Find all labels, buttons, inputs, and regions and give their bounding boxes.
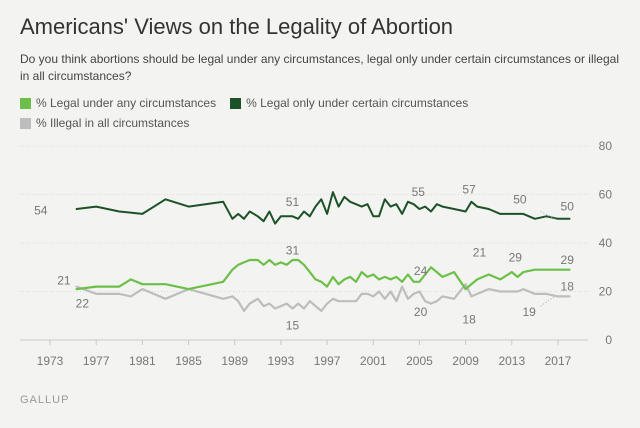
y-tick-label: 0	[605, 333, 612, 347]
legend-swatch-illegal-all	[20, 117, 31, 129]
y-tick-label: 40	[599, 236, 613, 250]
data-label: 31	[286, 243, 300, 257]
x-tick-label: 1993	[268, 354, 295, 368]
data-label: 54	[34, 203, 48, 217]
x-tick-label: 1981	[129, 354, 156, 368]
series-line-legal-certain	[75, 191, 571, 225]
x-tick-label: 1973	[37, 354, 64, 368]
x-tick-label: 1985	[175, 354, 202, 368]
data-label: 55	[412, 185, 426, 199]
x-tick-label: 2005	[406, 354, 433, 368]
data-label: 29	[561, 253, 575, 267]
chart-subtitle: Do you think abortions should be legal u…	[20, 52, 619, 83]
chart-legend: % Legal under any circumstances % Legal …	[20, 93, 620, 133]
x-tick-label: 2017	[545, 354, 572, 368]
x-tick-label: 2001	[360, 354, 387, 368]
legend-label-legal-any: % Legal under any circumstances	[36, 96, 217, 110]
data-label: 22	[76, 297, 90, 311]
series-line-illegal-all	[75, 283, 571, 312]
y-tick-label: 80	[599, 139, 613, 153]
legend-label-illegal-all: % Illegal in all circumstances	[36, 116, 190, 130]
data-label: 20	[414, 305, 428, 319]
data-label: 21	[57, 274, 71, 288]
source-label: GALLUP	[20, 394, 70, 406]
series-line-legal-any	[75, 258, 571, 291]
data-label: 51	[286, 195, 300, 209]
legend-label-legal-certain: % Legal only under certain circumstances	[246, 96, 469, 110]
data-label: 19	[522, 305, 536, 319]
legend-item-legal-any: % Legal under any circumstances	[20, 96, 216, 110]
data-label: 50	[561, 200, 575, 214]
data-label: 24	[414, 264, 428, 278]
data-label: 15	[286, 318, 300, 332]
x-tick-label: 2009	[452, 354, 479, 368]
x-tick-label: 1989	[221, 354, 248, 368]
legend-item-illegal-all: % Illegal in all circumstances	[20, 116, 189, 130]
data-label: 50	[513, 192, 527, 206]
data-label: 29	[509, 251, 523, 265]
label-pointer	[540, 295, 555, 307]
data-label: 21	[473, 246, 487, 260]
legend-swatch-legal-any	[20, 97, 31, 109]
x-tick-label: 2013	[498, 354, 525, 368]
y-tick-label: 20	[599, 285, 613, 299]
x-tick-label: 1997	[314, 354, 341, 368]
y-tick-label: 60	[599, 188, 613, 202]
x-tick-label: 1977	[83, 354, 110, 368]
data-label: 18	[462, 312, 476, 326]
legend-swatch-legal-certain	[230, 97, 242, 109]
chart-title: Americans' Views on the Legality of Abor…	[20, 14, 454, 39]
data-label: 18	[561, 280, 575, 294]
legend-item-legal-certain: % Legal only under certain circumstances	[230, 96, 468, 110]
data-label: 57	[462, 183, 476, 197]
